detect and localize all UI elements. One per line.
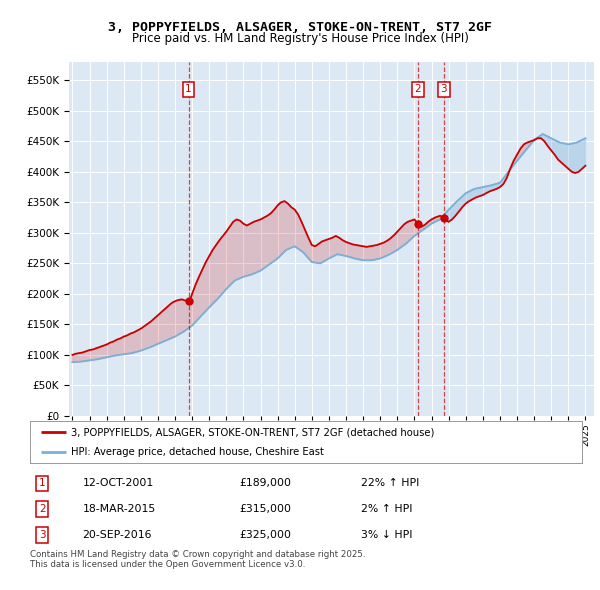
Text: 18-MAR-2015: 18-MAR-2015	[82, 504, 155, 514]
Text: HPI: Average price, detached house, Cheshire East: HPI: Average price, detached house, Ches…	[71, 447, 324, 457]
Text: Contains HM Land Registry data © Crown copyright and database right 2025.
This d: Contains HM Land Registry data © Crown c…	[30, 550, 365, 569]
Text: 3, POPPYFIELDS, ALSAGER, STOKE-ON-TRENT, ST7 2GF: 3, POPPYFIELDS, ALSAGER, STOKE-ON-TRENT,…	[108, 21, 492, 34]
Text: 3, POPPYFIELDS, ALSAGER, STOKE-ON-TRENT, ST7 2GF (detached house): 3, POPPYFIELDS, ALSAGER, STOKE-ON-TRENT,…	[71, 427, 435, 437]
Text: £325,000: £325,000	[240, 530, 292, 540]
Text: 1: 1	[39, 478, 46, 489]
Text: Price paid vs. HM Land Registry's House Price Index (HPI): Price paid vs. HM Land Registry's House …	[131, 32, 469, 45]
Text: £189,000: £189,000	[240, 478, 292, 489]
Text: 2: 2	[415, 84, 421, 94]
Text: 3: 3	[39, 530, 46, 540]
Text: 2: 2	[39, 504, 46, 514]
Text: 12-OCT-2001: 12-OCT-2001	[82, 478, 154, 489]
Text: 3: 3	[440, 84, 447, 94]
Text: 3% ↓ HPI: 3% ↓ HPI	[361, 530, 413, 540]
Text: 22% ↑ HPI: 22% ↑ HPI	[361, 478, 419, 489]
Text: 2% ↑ HPI: 2% ↑ HPI	[361, 504, 413, 514]
Text: 20-SEP-2016: 20-SEP-2016	[82, 530, 152, 540]
Text: 1: 1	[185, 84, 192, 94]
Text: £315,000: £315,000	[240, 504, 292, 514]
